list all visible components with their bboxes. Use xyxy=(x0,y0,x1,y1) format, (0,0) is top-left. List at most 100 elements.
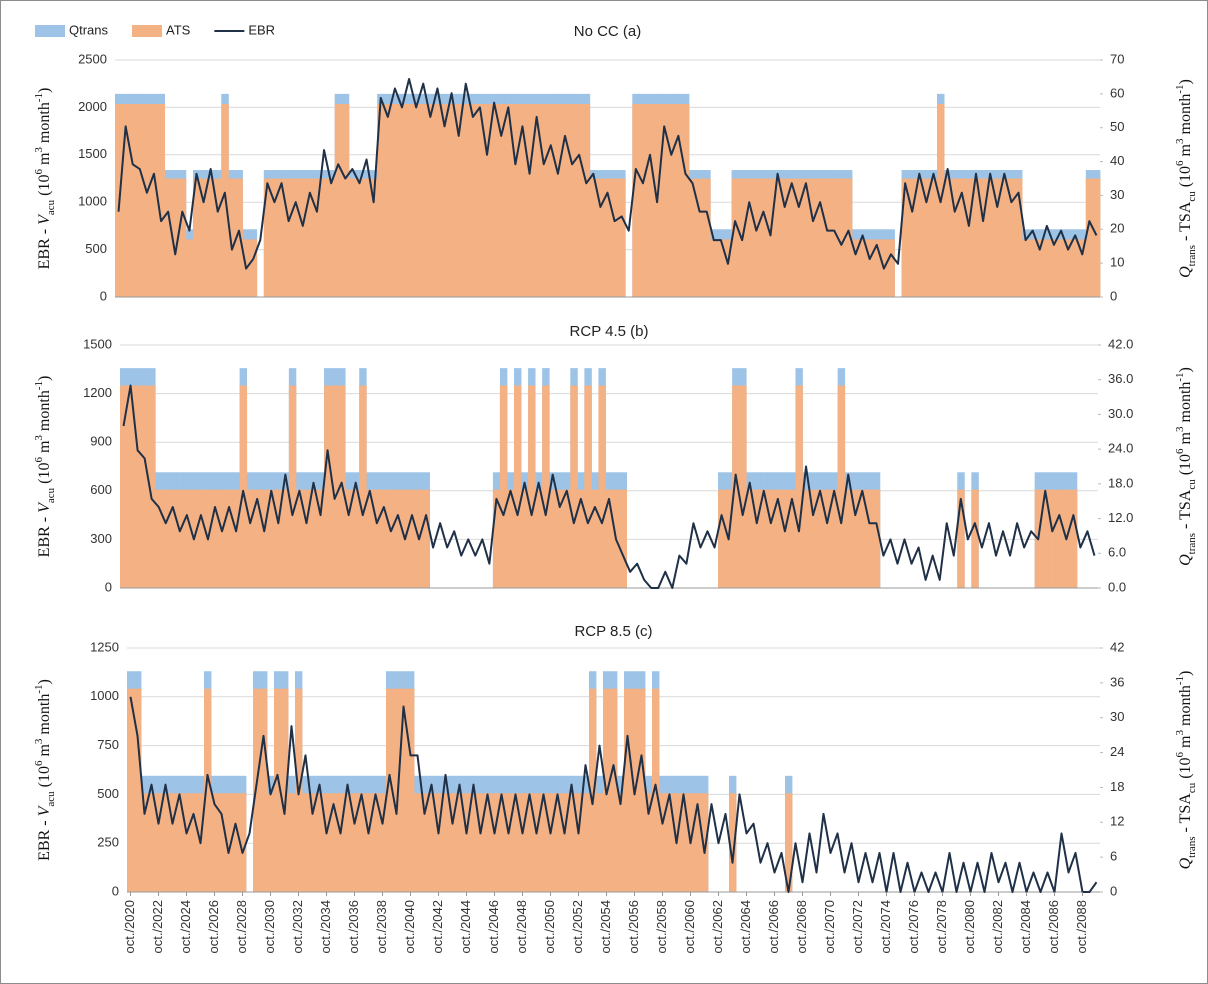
axis-label-part: trans xyxy=(1186,533,1198,554)
bar xyxy=(197,489,205,588)
bar xyxy=(696,178,704,297)
bar xyxy=(971,489,979,588)
x-tick-label: oct./2038 xyxy=(374,900,389,954)
bar xyxy=(408,489,416,588)
bar xyxy=(260,489,269,588)
bar xyxy=(745,178,754,297)
bar xyxy=(844,178,853,297)
axis-label-part: m xyxy=(36,440,53,457)
bar xyxy=(951,178,959,297)
bar xyxy=(582,793,590,892)
bar xyxy=(851,239,860,297)
axis-label-part: Q xyxy=(1177,554,1194,566)
y-tick-label: 1500 xyxy=(83,336,112,351)
bar xyxy=(148,793,156,892)
y-tick-label: 1000 xyxy=(78,194,107,209)
y2-tick-label: 18.0 xyxy=(1108,475,1133,490)
axis-label-part: (10 xyxy=(36,766,53,791)
bar xyxy=(277,178,286,297)
bar xyxy=(596,178,605,297)
y2-tick-label: 20 xyxy=(1110,221,1124,236)
bar xyxy=(492,489,501,588)
y2-tick-label: 0.0 xyxy=(1108,579,1126,594)
bar xyxy=(323,793,331,892)
bar xyxy=(384,104,392,297)
axis-label-part: month xyxy=(1177,382,1194,427)
bar xyxy=(582,104,591,297)
y2-tick-label: 36 xyxy=(1110,674,1124,689)
bar xyxy=(680,793,688,892)
axis-label: Qtrans - TSAcu (106 m3 month-1) xyxy=(1174,671,1198,870)
x-tick-label: oct./2056 xyxy=(626,900,641,954)
y-tick-label: 2500 xyxy=(78,51,107,66)
bar xyxy=(746,489,754,588)
bar xyxy=(589,688,597,892)
bar xyxy=(341,104,350,297)
bar xyxy=(379,793,387,892)
bar xyxy=(1036,239,1044,297)
bar xyxy=(414,793,422,892)
x-tick-label: oct./2074 xyxy=(878,900,893,954)
bar xyxy=(483,104,491,297)
bar xyxy=(421,793,429,892)
bar xyxy=(774,178,782,297)
bar xyxy=(646,104,654,297)
axis-label-part: (10 xyxy=(1177,454,1194,479)
bar xyxy=(171,178,180,297)
bar xyxy=(944,178,952,297)
y-tick-label: 300 xyxy=(90,531,112,546)
bar xyxy=(859,239,867,297)
legend-swatch xyxy=(132,25,163,37)
bar xyxy=(281,688,289,892)
axis-label-part: ) xyxy=(36,88,53,93)
axis-label-part: m xyxy=(1177,143,1194,160)
axis-label-part: cu xyxy=(1186,191,1198,202)
axis-label-part: acu xyxy=(45,791,57,807)
y-tick-label: 600 xyxy=(90,482,112,497)
bar xyxy=(309,489,318,588)
bar xyxy=(422,489,430,588)
bar xyxy=(204,688,212,892)
bar xyxy=(405,104,414,297)
y2-tick-label: 6.0 xyxy=(1108,545,1126,560)
y-tick-label: 900 xyxy=(90,434,112,449)
bar xyxy=(150,104,158,297)
bar xyxy=(207,178,215,297)
bar xyxy=(1078,239,1087,297)
bar xyxy=(908,178,917,297)
bar xyxy=(533,104,541,297)
bar xyxy=(386,688,394,892)
axis-label-part: (10 xyxy=(1177,757,1194,782)
y-tick-label: 250 xyxy=(97,835,119,850)
y2-tick-label: 42 xyxy=(1110,639,1124,654)
x-tick-label: oct./2026 xyxy=(206,900,221,954)
x-tick-label: oct./2020 xyxy=(122,900,137,954)
bar xyxy=(127,688,135,892)
bar xyxy=(957,489,965,588)
y2-tick-label: 30 xyxy=(1110,187,1124,202)
bar xyxy=(260,688,268,892)
bar xyxy=(288,793,296,892)
bar xyxy=(1022,239,1030,297)
x-tick-label: oct./2044 xyxy=(458,900,473,954)
bar xyxy=(129,104,137,297)
bar xyxy=(192,178,201,297)
x-tick-label: oct./2076 xyxy=(906,900,921,954)
bar xyxy=(372,793,380,892)
bar xyxy=(766,178,775,297)
bar xyxy=(162,793,170,892)
bar xyxy=(694,793,702,892)
axis-label-part: -1 xyxy=(33,381,45,390)
bar xyxy=(448,104,456,297)
bar xyxy=(267,793,275,892)
axis-label-part: m xyxy=(36,744,53,761)
y2-tick-label: 24.0 xyxy=(1108,441,1133,456)
bar xyxy=(393,688,401,892)
bar xyxy=(816,489,824,588)
x-tick-label: oct./2034 xyxy=(318,900,333,954)
axis-label-part: -1 xyxy=(1174,84,1186,93)
bar xyxy=(239,793,247,892)
y-tick-label: 0 xyxy=(105,579,112,594)
axis-label-part: ) xyxy=(1177,367,1194,372)
